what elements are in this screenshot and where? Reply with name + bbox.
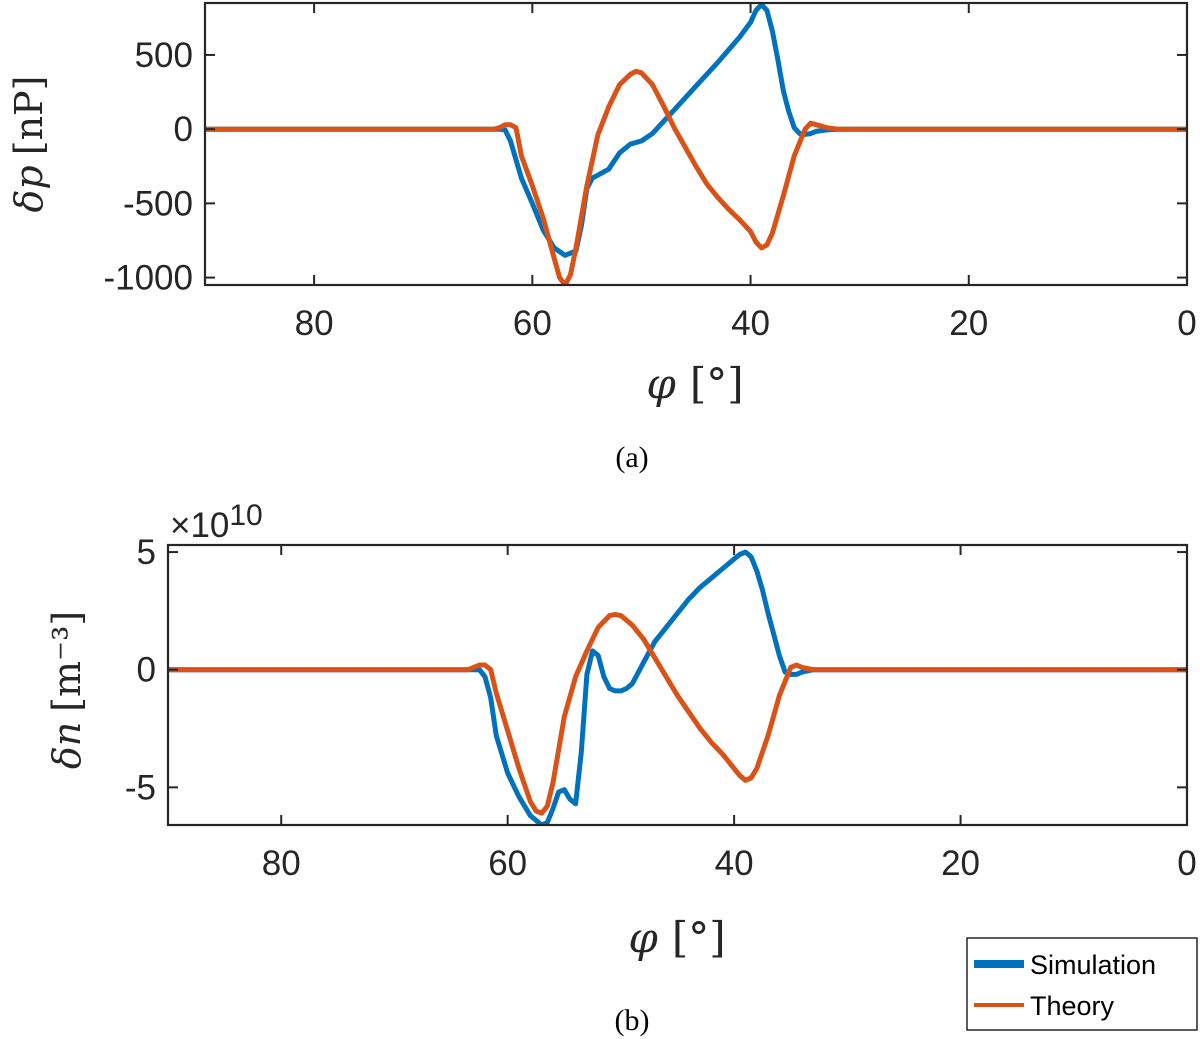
panel-b-xlabel: φ [°]: [628, 913, 725, 962]
legend-label-theory: Theory: [1030, 991, 1115, 1021]
panel-a-ylabel: δp[nP]: [7, 76, 51, 213]
panel-a-ticks: 80 60 40 20 0 500 0 -500 -1000: [103, 3, 1197, 343]
panel-a: 80 60 40 20 0 500 0 -500 -1000 δp[nP] φ [°] (a): [7, 1, 1197, 474]
x-tick-label: 80: [262, 844, 301, 883]
x-tick-label: 0: [1177, 304, 1196, 343]
panel-a-series: [205, 3, 1187, 285]
y-axis-label: δp[nP]: [7, 76, 51, 213]
panel-b-series: [168, 549, 1187, 825]
x-tick-label: 40: [715, 844, 754, 883]
series-line-theory: [205, 68, 1187, 285]
y-axis-label: δn[m⁻³]: [45, 611, 89, 769]
x-tick-label: 40: [731, 304, 770, 343]
x-axis-label: φ [°]: [628, 913, 725, 962]
panel-b-caption: (b): [615, 1004, 650, 1037]
y-tick-label: -5: [125, 768, 156, 807]
y-tick-label: 5: [137, 533, 156, 572]
y-tick-label: 0: [174, 110, 193, 149]
panel-a-caption: (a): [615, 441, 648, 474]
y-tick-label: 500: [135, 36, 193, 75]
y-tick-label: -1000: [103, 259, 193, 298]
series-line-theory: [168, 611, 1187, 816]
x-tick-label: 0: [1177, 844, 1196, 883]
panel-b-axes-box: [166, 543, 1189, 827]
x-tick-label: 60: [513, 304, 552, 343]
y-tick-label: 0: [137, 651, 156, 690]
panel-a-axes-box: [203, 1, 1189, 287]
panel-b-ticks: 80 60 40 20 0 5 0 -5: [125, 533, 1197, 883]
x-tick-label: 20: [949, 304, 988, 343]
x-tick-label: 20: [941, 844, 980, 883]
x-axis-label: φ [°]: [646, 359, 743, 408]
legend-box: [966, 937, 1198, 1031]
legend-label-simulation: Simulation: [1030, 950, 1156, 980]
x-tick-label: 60: [488, 844, 527, 883]
panel-b-exponent-multiplier: ×1010: [170, 499, 263, 545]
series-line-simulation: [168, 549, 1187, 825]
panel-a-xlabel: φ [°]: [646, 359, 743, 408]
panel-b: 80 60 40 20 0 5 0 -5 δn[m⁻³] φ [°] ×1010 (b): [45, 499, 1197, 1037]
legend: Simulation Theory: [966, 937, 1198, 1031]
y-tick-label: -500: [123, 184, 193, 223]
panel-b-ylabel: δn[m⁻³]: [45, 611, 89, 769]
x-tick-label: 80: [295, 304, 334, 343]
